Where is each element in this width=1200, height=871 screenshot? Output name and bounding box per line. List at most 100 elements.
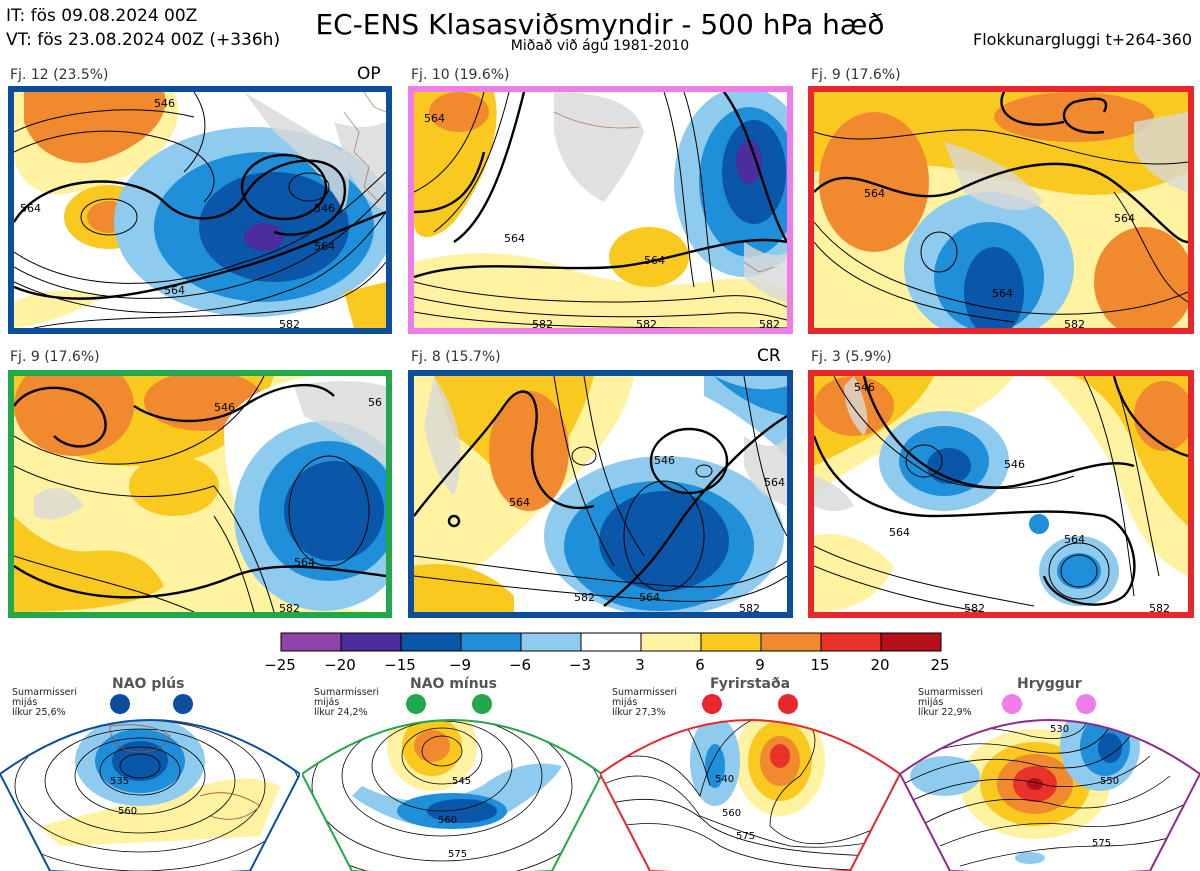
panel-3-label: Fj. 9 (17.6%) bbox=[811, 67, 901, 83]
regime-caption: Sumarmisseri mijás líkur 25,6% bbox=[12, 688, 77, 718]
colorbar-swatch bbox=[280, 632, 342, 652]
panel-1-tag: OP bbox=[357, 64, 381, 84]
colorbar-swatch bbox=[520, 632, 582, 652]
initial-time: IT: fös 09.08.2024 00Z bbox=[6, 6, 198, 26]
colorbar-label: −3 bbox=[568, 656, 592, 674]
colorbar-label: 15 bbox=[810, 656, 830, 674]
contour-label: 582 bbox=[739, 602, 760, 612]
caption-line: líkur 25,6% bbox=[12, 707, 66, 718]
colorbar-swatch bbox=[820, 632, 882, 652]
colorbar-swatch bbox=[580, 632, 642, 652]
panel-5-tag: CR bbox=[757, 346, 781, 366]
colorbar bbox=[280, 632, 942, 652]
contour-label: 546 bbox=[854, 381, 875, 394]
contour-label: 564 bbox=[639, 591, 660, 604]
colorbar-label: 9 bbox=[755, 656, 765, 674]
contour-label: 564 bbox=[644, 254, 665, 267]
contour-label: 582 bbox=[1149, 602, 1170, 612]
contour-label: 582 bbox=[574, 591, 595, 604]
contour-label: 564 bbox=[424, 112, 445, 125]
colorbar-label: 3 bbox=[635, 656, 645, 674]
regime-contour-label: 560 bbox=[118, 806, 137, 817]
caption-line: Sumarmisseri bbox=[918, 687, 984, 698]
regime-contour-label: 530 bbox=[1050, 724, 1069, 735]
contour-label: 546 bbox=[214, 401, 235, 414]
valid-time: VT: fös 23.08.2024 00Z (+336h) bbox=[6, 30, 281, 50]
colorbar-label: −6 bbox=[508, 656, 532, 674]
contour-label: 546 bbox=[314, 202, 335, 215]
regime-contour-label: 540 bbox=[715, 774, 734, 785]
colorbar-swatch bbox=[880, 632, 942, 652]
contour-label: 582 bbox=[279, 602, 300, 612]
regime-contour-label: 575 bbox=[448, 849, 467, 860]
colorbar-swatch bbox=[340, 632, 402, 652]
panel-6-label: Fj. 3 (5.9%) bbox=[811, 349, 892, 365]
colorbar-swatch bbox=[760, 632, 822, 652]
cluster-map-3: 564 564 564 582 bbox=[808, 86, 1194, 334]
regime-nao-minus: 545 560 575 NAO mínus Sumarmisseri mijás… bbox=[302, 676, 602, 871]
regime-caption: Sumarmisseri mijás líkur 24,2% bbox=[314, 688, 379, 718]
regime-title: NAO mínus bbox=[410, 676, 497, 692]
contour-label: 582 bbox=[1064, 318, 1085, 328]
caption-line: líkur 22,9% bbox=[918, 707, 972, 718]
contour-label: 582 bbox=[279, 318, 300, 328]
caption-line: Sumarmisseri bbox=[12, 687, 78, 698]
contour-label: 564 bbox=[164, 284, 185, 297]
panel-1-label: Fj. 12 (23.5%) bbox=[10, 67, 109, 83]
regime-caption: Sumarmisseri mijás líkur 22,9% bbox=[918, 688, 983, 718]
cluster-map-5: 546 564 564 582 564 582 bbox=[408, 370, 793, 618]
regime-title: Hryggur bbox=[1017, 676, 1082, 692]
contour-label: 564 bbox=[314, 240, 335, 253]
colorbar-label: −25 bbox=[264, 656, 296, 674]
contour-label: 582 bbox=[964, 602, 985, 612]
caption-line: Sumarmisseri bbox=[314, 687, 380, 698]
regime-contour-label: 545 bbox=[452, 776, 471, 787]
panel-2-label: Fj. 10 (19.6%) bbox=[411, 67, 510, 83]
panel-5-label: Fj. 8 (15.7%) bbox=[411, 349, 501, 365]
contour-label: 582 bbox=[636, 318, 657, 328]
contour-label: 564 bbox=[504, 232, 525, 245]
colorbar-label: 6 bbox=[695, 656, 705, 674]
caption-line: mijás bbox=[918, 697, 944, 708]
regime-contour-label: 560 bbox=[722, 808, 741, 819]
regime-title: Fyrirstaða bbox=[710, 676, 791, 692]
colorbar-label: 20 bbox=[870, 656, 890, 674]
caption-line: líkur 27,3% bbox=[612, 707, 666, 718]
page-title: EC-ENS Klasasviðsmyndir - 500 hPa hæð bbox=[315, 8, 885, 41]
colorbar-label: −9 bbox=[448, 656, 472, 674]
contour-label: 564 bbox=[764, 476, 785, 489]
colorbar-label: −20 bbox=[324, 656, 356, 674]
cluster-map-6: 546 546 564 564 582 582 bbox=[808, 370, 1194, 618]
cluster-map-2: 564 564 564 582 582 582 bbox=[408, 86, 793, 334]
regime-nao-plus: 535 560 NAO plús Sumarmisseri mijás líku… bbox=[0, 676, 300, 871]
colorbar-swatch bbox=[640, 632, 702, 652]
regime-contour-label: 550 bbox=[1100, 776, 1119, 787]
regime-ridge: 530 550 575 Hryggur Sumarmisseri mijás l… bbox=[900, 676, 1200, 871]
contour-label: 546 bbox=[154, 97, 175, 110]
regime-contour-label: 560 bbox=[438, 815, 457, 826]
caption-line: mijás bbox=[612, 697, 638, 708]
colorbar-label: −15 bbox=[384, 656, 416, 674]
contour-label: 564 bbox=[889, 526, 910, 539]
regime-contour-label: 575 bbox=[736, 831, 755, 842]
regime-contour-label: 535 bbox=[110, 776, 129, 787]
contour-label: 582 bbox=[532, 318, 553, 328]
contour-label: 546 bbox=[654, 454, 675, 467]
colorbar-swatch bbox=[460, 632, 522, 652]
contour-label: 564 bbox=[509, 496, 530, 509]
colorbar-swatch bbox=[400, 632, 462, 652]
caption-line: líkur 24,2% bbox=[314, 707, 368, 718]
cluster-map-1: 546 546 564 564 564 582 bbox=[8, 86, 392, 334]
panel-4-label: Fj. 9 (17.6%) bbox=[10, 349, 100, 365]
cluster-map-4: 546 564 582 56 bbox=[8, 370, 392, 618]
regime-caption: Sumarmisseri mijás líkur 27,3% bbox=[612, 688, 677, 718]
contour-label: 546 bbox=[1004, 458, 1025, 471]
colorbar-label: 25 bbox=[930, 656, 950, 674]
contour-label: 564 bbox=[20, 202, 41, 215]
contour-label: 564 bbox=[1064, 533, 1085, 546]
clustering-window: Flokkunargluggi t+264-360 bbox=[973, 30, 1192, 49]
caption-line: Sumarmisseri bbox=[612, 687, 678, 698]
regime-blocking: 540 560 575 Fyrirstaða Sumarmisseri mijá… bbox=[600, 676, 900, 871]
contour-label: 564 bbox=[864, 187, 885, 200]
contour-label: 564 bbox=[992, 287, 1013, 300]
